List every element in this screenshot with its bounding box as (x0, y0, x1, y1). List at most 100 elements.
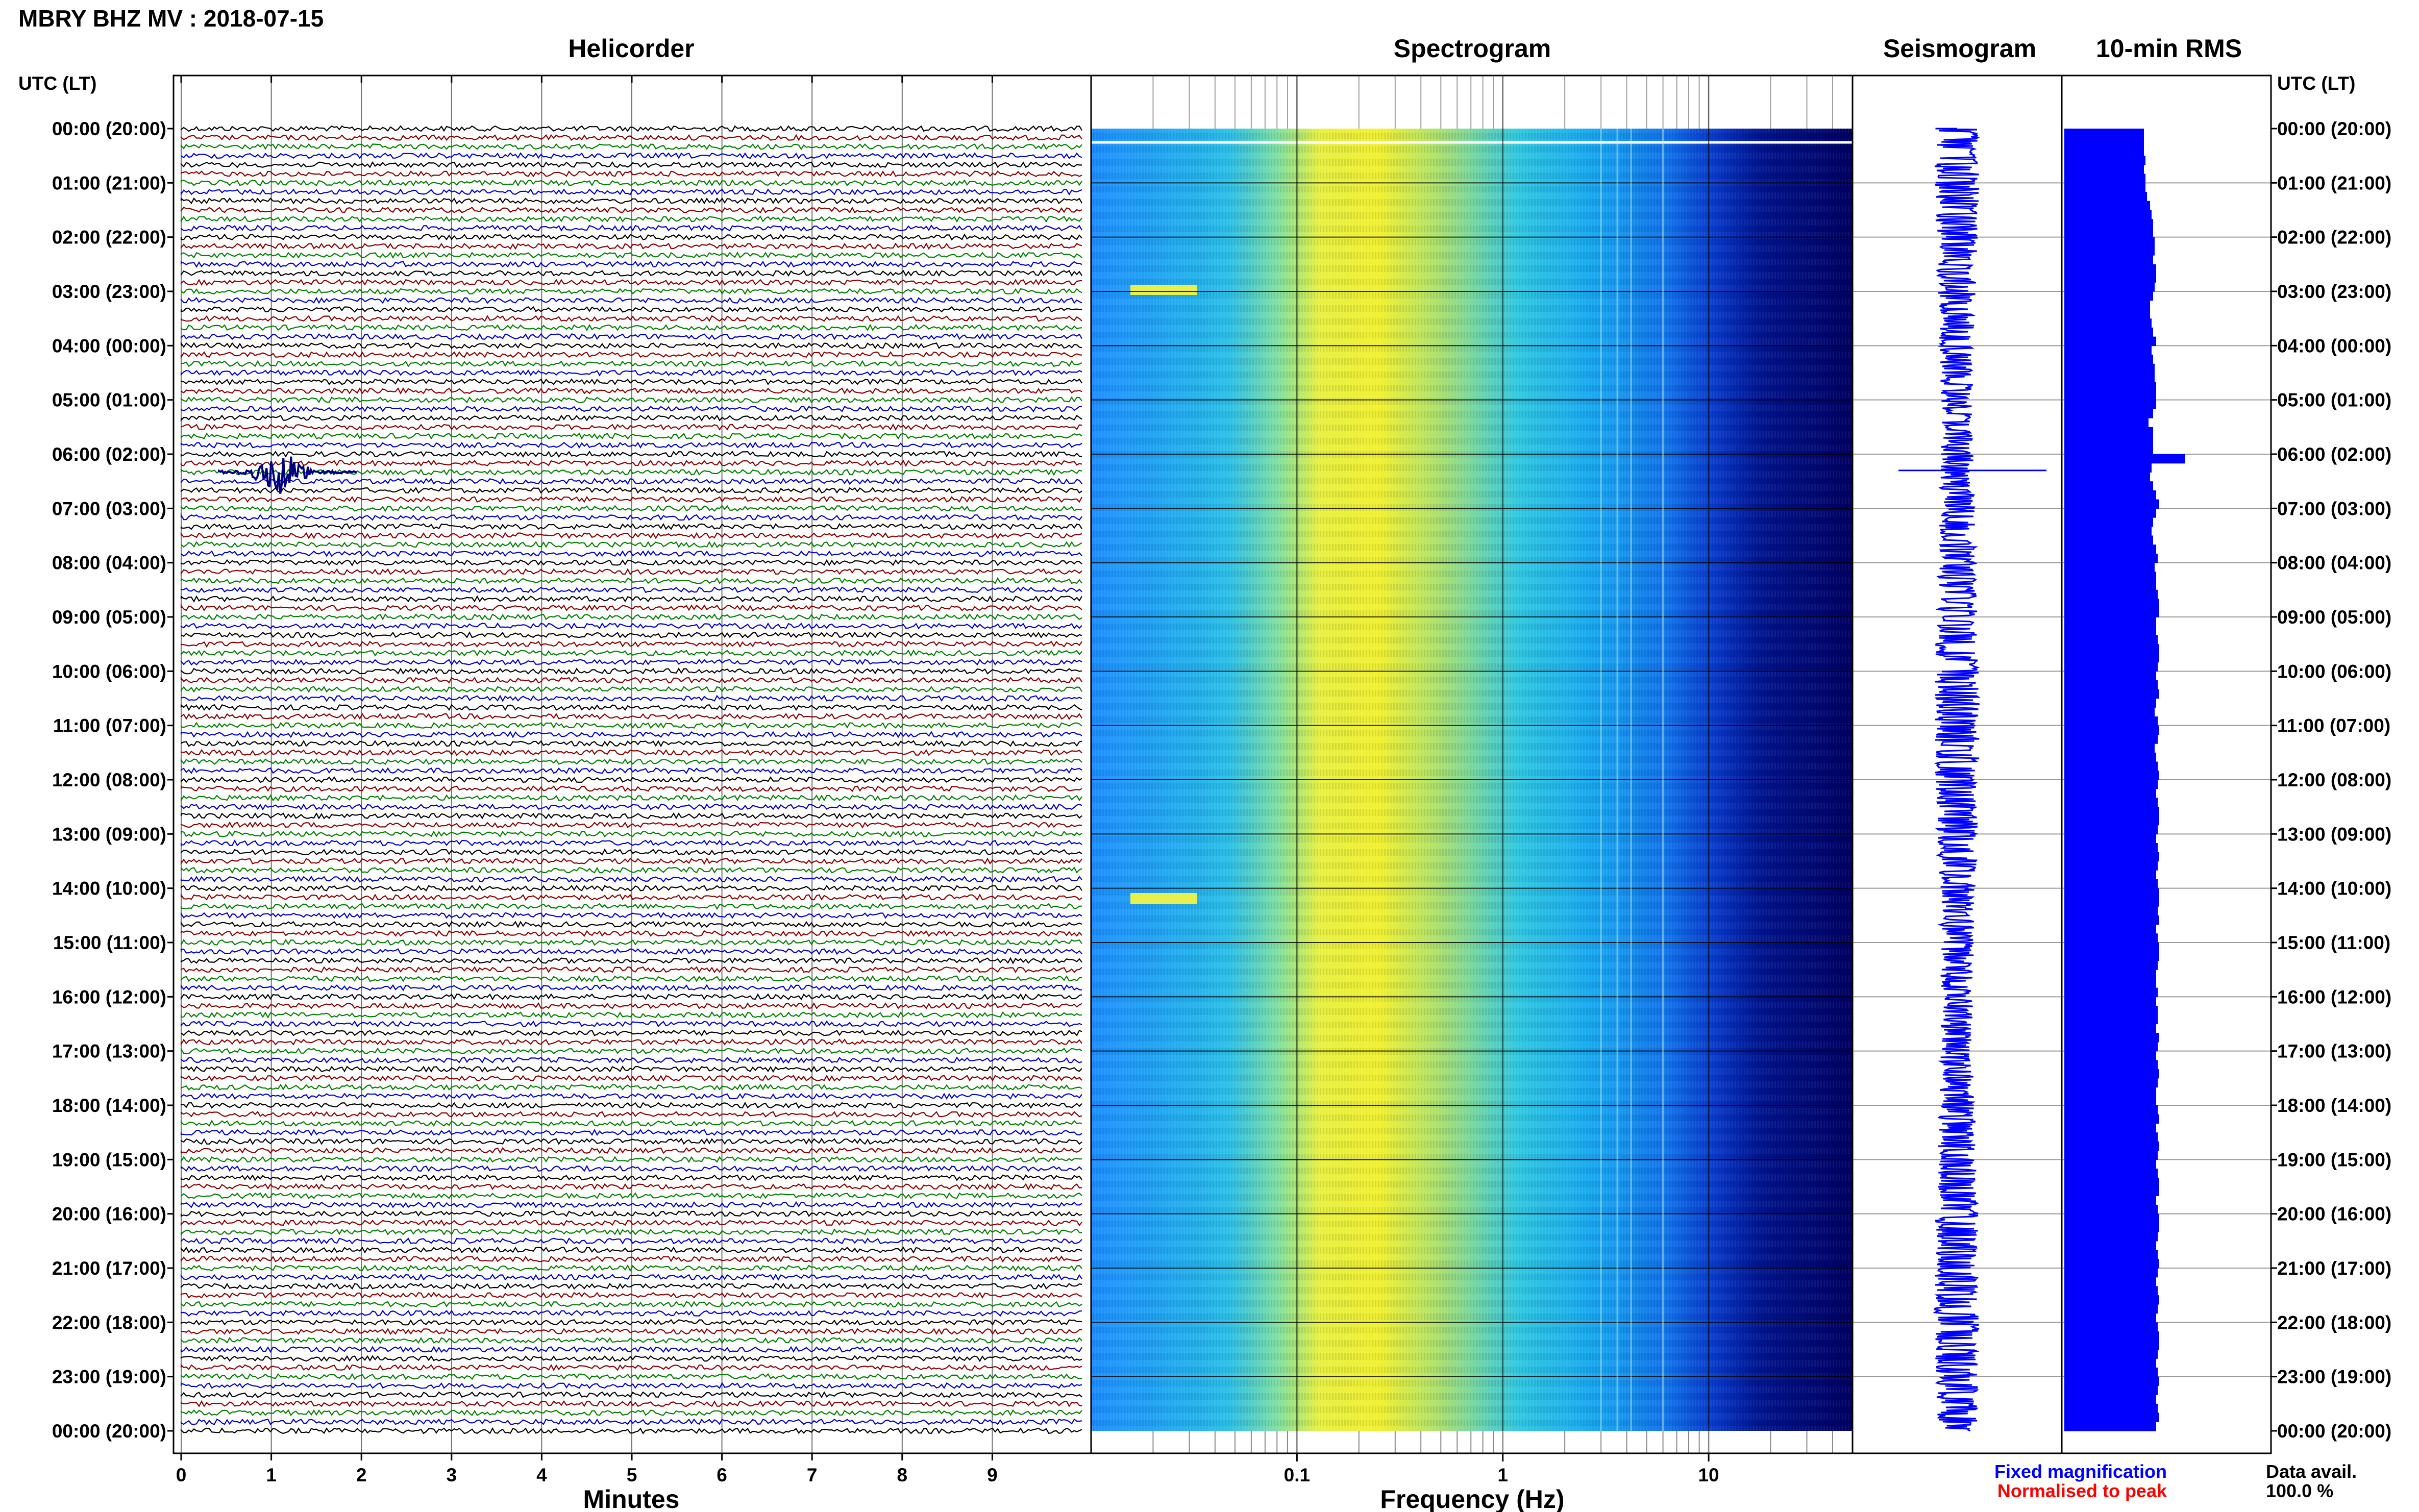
helicorder-trace (180, 866, 1082, 874)
time-label-left: 05:00 (01:00) (52, 390, 166, 411)
rms-bar (2064, 201, 2150, 211)
time-label-left: 13:00 (09:00) (52, 824, 166, 845)
helicorder-trace (180, 1237, 1082, 1245)
helicorder-trace (180, 649, 1082, 657)
rms-bar (2064, 716, 2158, 726)
rms-bar (2064, 129, 2144, 138)
rms-bar (2064, 1223, 2159, 1232)
helicorder-trace (180, 1183, 1082, 1191)
time-label-left: 00:00 (20:00) (52, 1421, 166, 1442)
helicorder-trace (180, 432, 1082, 440)
rms-bar (2064, 725, 2159, 735)
helicorder-trace (180, 314, 1082, 322)
spectrogram-x-tick-label: 0.1 (1284, 1465, 1310, 1485)
helicorder-trace (181, 631, 1082, 638)
helicorder-trace (180, 921, 1082, 928)
time-label-right: 17:00 (13:00) (2277, 1041, 2391, 1062)
seismogram-title: Seismogram (1883, 34, 2036, 63)
rms-bar (2064, 535, 2153, 545)
helicorder-trace (180, 1174, 1082, 1181)
rms-bar (2064, 698, 2156, 708)
rms-bar (2064, 1114, 2159, 1124)
rms-bar (2064, 1304, 2158, 1314)
rms-bar (2064, 743, 2155, 753)
helicorder-trace (180, 903, 1082, 910)
rms-bar (2064, 137, 2144, 147)
helicorder-x-tick-label: 3 (447, 1465, 457, 1485)
rms-bar (2064, 1014, 2158, 1025)
rms-bar (2064, 1033, 2159, 1043)
helicorder-trace (180, 749, 1082, 756)
rms-bar (2064, 146, 2144, 156)
time-label-right: 01:00 (21:00) (2277, 172, 2391, 193)
time-label-left: 19:00 (15:00) (52, 1149, 166, 1170)
helicorder-trace (180, 658, 1082, 666)
helicorder-trace (181, 1328, 1082, 1335)
rms-bar (2064, 1286, 2158, 1296)
helicorder-trace (180, 1301, 1082, 1308)
rms-bar (2064, 1132, 2158, 1142)
helicorder-trace (180, 604, 1082, 612)
helicorder-trace (180, 459, 1082, 467)
helicorder-trace (180, 505, 1082, 512)
helicorder-trace (180, 532, 1082, 539)
helicorder-trace (180, 1120, 1082, 1127)
rms-bar (2064, 1376, 2159, 1386)
rms-frame (2061, 75, 2272, 1454)
time-label-right: 18:00 (14:00) (2277, 1095, 2391, 1116)
time-label-left: 06:00 (02:00) (52, 444, 166, 465)
helicorder-trace (180, 1047, 1082, 1055)
spectrogram-hotspot-2 (1130, 893, 1197, 904)
rms-bar (2064, 662, 2158, 672)
helicorder-trace (180, 360, 1082, 367)
rms-bar (2064, 1177, 2159, 1187)
rms-bar (2064, 1403, 2158, 1414)
rms-bar (2064, 472, 2150, 482)
helicorder-trace (180, 233, 1082, 241)
helicorder-trace (180, 704, 1082, 711)
helicorder-trace (180, 695, 1082, 702)
time-label-right: 06:00 (02:00) (2277, 444, 2391, 465)
rms-bar (2064, 761, 2158, 771)
helicorder-trace (180, 1210, 1082, 1218)
helicorder-trace (180, 188, 1082, 196)
rms-bar (2064, 1087, 2156, 1097)
time-label-left: 07:00 (03:00) (52, 498, 166, 519)
helicorder-x-axis: 0 1 2 3 4 5 6 7 8 9 (176, 76, 998, 1485)
rms-bar (2064, 933, 2158, 943)
rms-bar (2064, 300, 2150, 310)
helicorder-x-tick-label: 7 (807, 1465, 818, 1485)
helicorder-trace (180, 478, 1082, 485)
helicorder-trace (180, 1292, 1082, 1299)
helicorder-trace (180, 722, 1082, 729)
rms-bar (2064, 382, 2156, 391)
figure-title: MBRY BHZ MV : 2018-07-15 (18, 5, 324, 32)
time-label-right: 11:00 (07:00) (2277, 715, 2390, 736)
helicorder-trace (181, 495, 1082, 503)
rms-bar (2064, 1277, 2156, 1287)
rms-bar (2064, 282, 2155, 292)
helicorder-x-tick-label: 4 (536, 1465, 547, 1485)
rms-bar (2064, 788, 2156, 799)
helicorder-trace (180, 414, 1082, 422)
helicorder-trace (180, 333, 1082, 340)
rms-bar (2064, 1422, 2156, 1431)
helicorder-trace (180, 622, 1082, 630)
rms-bar (2064, 581, 2156, 590)
helicorder-trace (180, 1164, 1082, 1172)
rms-bar (2064, 924, 2156, 934)
helicorder-trace (180, 884, 1082, 892)
data-avail-label: Data avail. (2266, 1461, 2357, 1482)
helicorder-trace (180, 1201, 1082, 1208)
helicorder-trace (180, 1355, 1082, 1362)
time-label-right: 12:00 (08:00) (2277, 770, 2391, 790)
rms-bar (2064, 1141, 2159, 1151)
helicorder-trace (180, 993, 1082, 1001)
rms-bar (2064, 318, 2152, 328)
helicorder-trace (180, 341, 1082, 350)
helicorder-trace (180, 242, 1082, 250)
helicorder-trace (180, 378, 1082, 386)
time-label-left: 02:00 (22:00) (52, 227, 166, 248)
time-label-left: 04:00 (00:00) (52, 335, 166, 356)
rms-bar (2064, 589, 2158, 600)
